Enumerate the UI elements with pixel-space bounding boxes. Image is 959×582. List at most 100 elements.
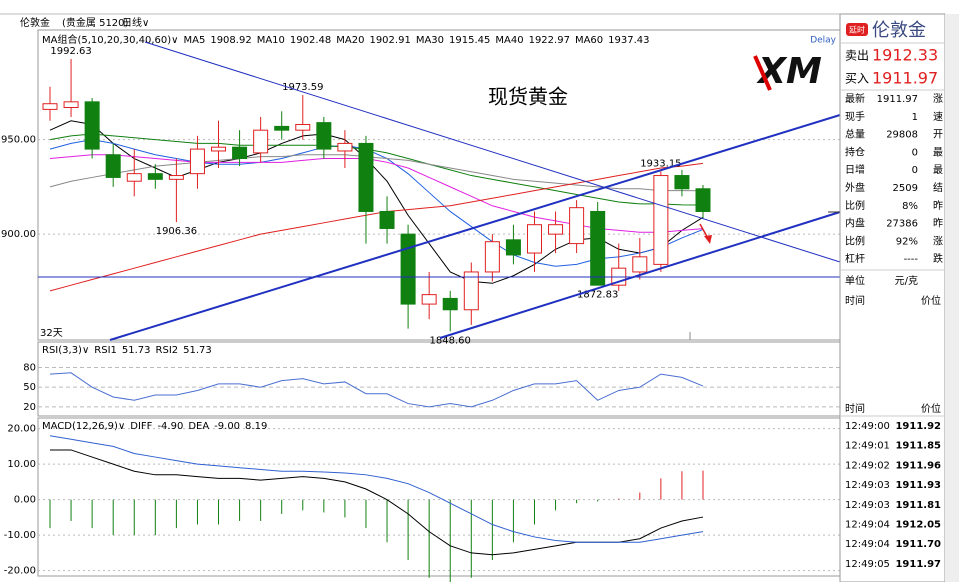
quote-extra: 昨 [933, 218, 943, 230]
trend-lines [38, 41, 841, 341]
legend-text: 1915.45 [449, 35, 490, 46]
legend-text: 51.73 [122, 345, 151, 356]
candle-body [590, 210, 606, 286]
quote-label: 总量 [845, 128, 865, 141]
logo-slash [753, 55, 772, 91]
candle-body [548, 224, 564, 235]
market: (贵金属 5120) [62, 16, 129, 29]
period: 日线∨ [122, 16, 149, 29]
quote-extra: 最 [933, 146, 943, 158]
extreme-label: 1933.15 [640, 158, 681, 169]
quote-value: 92% [896, 236, 918, 247]
buy-label: 买入 [845, 72, 869, 86]
badge-bg [846, 23, 868, 36]
legend-text: MA40 [495, 35, 523, 46]
y-tick-label: 20 [23, 402, 36, 413]
quote-value: 27386 [886, 219, 918, 230]
candle-body [295, 124, 311, 131]
tick-price: 1911.85 [895, 441, 941, 452]
time-header: 时间 [845, 294, 865, 307]
tick-price: 1911.92 [895, 421, 941, 432]
legend-text: MA10 [257, 35, 285, 46]
tick-price: 1911.70 [895, 539, 941, 550]
legend-text: 51.73 [183, 345, 212, 356]
candle-body [168, 175, 184, 180]
extreme-label: 1906.36 [156, 226, 197, 237]
line-series [49, 162, 704, 292]
y-tick-label: 20.00 [7, 424, 36, 435]
trend-line [144, 41, 841, 263]
scrollbar [945, 14, 959, 582]
days-label: 32天 [40, 328, 63, 339]
tick-time: 12:49:02 [845, 460, 890, 471]
quote-value: 2509 [893, 183, 918, 194]
legend-text: RSI2 [156, 345, 179, 356]
quote-extra: 开 [933, 130, 943, 141]
tick-price: 1911.96 [895, 460, 941, 471]
y-tick-label: -20.00 [4, 566, 36, 577]
tick-time: 12:49:00 [845, 421, 890, 432]
legend-text: 8.19 [245, 421, 267, 432]
tick-price: 1912.05 [895, 520, 941, 531]
legend-text: 1922.97 [529, 35, 570, 46]
unit: 元/克 [895, 275, 918, 287]
quote-extra: 跌 [933, 252, 943, 265]
y-tick-label: 1900.00 [0, 229, 36, 240]
quote-value: 8% [902, 201, 918, 212]
unit-label: 单位 [845, 274, 865, 287]
legend-text: MA组合(5,10,20,30,40,60)∨ [42, 33, 178, 46]
candle-body [189, 148, 205, 175]
legend-text: 1902.91 [369, 35, 410, 46]
y-tick-label: 1950.00 [0, 135, 36, 146]
quote-label: 外盘 [845, 181, 865, 194]
line-series [50, 449, 704, 556]
legend-text: -9.00 [214, 421, 240, 432]
legend-text: -4.90 [157, 421, 183, 432]
sell-label: 卖出 [845, 49, 869, 63]
extreme-label: 1973.59 [282, 82, 323, 93]
candle-body [358, 142, 374, 212]
quote-value: 1911.97 [877, 94, 918, 105]
trend-line [439, 211, 841, 339]
quote-value: 29808 [886, 130, 918, 141]
legend-text: MACD(12,26,9)∨ [42, 421, 125, 432]
legend-text: 1908.92 [210, 35, 251, 46]
tick-time: 12:49:04 [845, 520, 890, 531]
quote-label: 比例 [845, 234, 865, 247]
delay: Delay [810, 36, 836, 46]
extreme-label: 1872.83 [577, 290, 618, 301]
legend-text: MA20 [336, 35, 364, 46]
line-series [49, 435, 704, 543]
tick-price: 1911.97 [895, 559, 941, 570]
y-tick-label: 0.00 [14, 495, 36, 506]
quote-label: 日增 [845, 163, 865, 176]
y-tick-label: 80 [23, 363, 36, 374]
candle-body [232, 146, 248, 160]
tick-time: 12:49:03 [845, 500, 890, 511]
tick-time: 12:49:01 [845, 441, 890, 452]
sell-price: 1912.33 [872, 46, 938, 65]
legend-text: DEA [188, 421, 209, 432]
quote-extra: 涨 [933, 235, 943, 247]
tick-time: 12:49:03 [845, 480, 890, 491]
extreme-label: 1992.63 [50, 46, 91, 57]
y-tick-label: 10.00 [7, 459, 36, 470]
candle-body [253, 129, 269, 154]
line-series [49, 154, 704, 192]
legend-text: DIFF [130, 421, 152, 432]
side-panel [839, 13, 946, 582]
candle-body [526, 224, 542, 254]
buy-price: 1911.97 [872, 69, 938, 88]
candle-body [632, 256, 648, 273]
candle-body [84, 101, 100, 150]
quote-label: 比例 [845, 199, 865, 212]
legend-text: 1937.43 [608, 35, 649, 46]
candle-body [400, 233, 416, 305]
candle-body [484, 241, 500, 273]
quote-value: 0 [912, 165, 918, 176]
symbol: 伦敦金 [20, 16, 50, 29]
time-header: 时间 [845, 402, 865, 415]
tick-price: 1911.81 [895, 500, 941, 511]
candle-body [126, 173, 142, 182]
